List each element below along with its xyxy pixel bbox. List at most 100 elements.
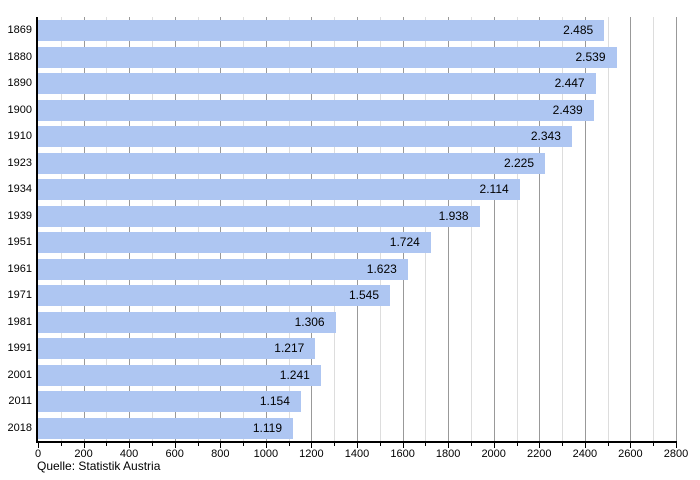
x-tick-mark bbox=[334, 443, 336, 446]
x-tick-mark bbox=[630, 443, 632, 448]
minor-gridline bbox=[288, 17, 290, 441]
minor-gridline bbox=[470, 17, 472, 441]
source-caption: Quelle: Statistik Austria bbox=[37, 459, 161, 473]
major-gridline bbox=[402, 17, 404, 441]
x-tick-label: 2000 bbox=[481, 448, 506, 460]
category-label: 1923 bbox=[7, 156, 32, 169]
major-gridline bbox=[220, 17, 222, 441]
x-tick-label: 1000 bbox=[253, 448, 279, 460]
x-tick-label: 2600 bbox=[618, 448, 643, 460]
bar: 1.623 bbox=[38, 258, 408, 280]
bar-value-label: 1.306 bbox=[294, 314, 325, 329]
bar: 2.539 bbox=[38, 46, 617, 68]
category-label: 1961 bbox=[7, 262, 32, 275]
category-label: 1880 bbox=[7, 50, 32, 63]
major-gridline bbox=[493, 17, 495, 441]
x-tick-label: 200 bbox=[74, 448, 93, 460]
x-tick-mark bbox=[584, 443, 586, 448]
bar-value-label: 1.119 bbox=[252, 420, 282, 435]
bar-value-label: 1.154 bbox=[259, 394, 290, 409]
bar-value-label: 1.241 bbox=[279, 367, 310, 382]
x-tick-mark bbox=[653, 443, 655, 446]
bar-value-label: 1.938 bbox=[438, 208, 469, 223]
bar-value-label: 2.447 bbox=[554, 76, 585, 91]
bar: 1.724 bbox=[38, 232, 431, 254]
x-tick-mark bbox=[539, 443, 541, 448]
x-tick-mark bbox=[448, 443, 450, 448]
x-tick-mark bbox=[402, 443, 404, 448]
bar-value-label: 1.217 bbox=[274, 341, 305, 356]
x-tick-mark bbox=[220, 443, 222, 448]
category-label: 1971 bbox=[7, 289, 32, 302]
x-tick-mark bbox=[357, 443, 358, 448]
minor-gridline bbox=[106, 17, 108, 441]
x-tick-mark bbox=[60, 443, 62, 446]
bar-value-label: 1.545 bbox=[348, 288, 379, 303]
x-tick-label: 2800 bbox=[663, 448, 689, 460]
minor-gridline bbox=[334, 17, 336, 441]
category-label: 1900 bbox=[7, 103, 32, 116]
major-gridline bbox=[83, 17, 85, 441]
bar: 2.225 bbox=[38, 152, 545, 174]
x-tick-label: 1200 bbox=[299, 448, 324, 460]
x-tick-label: 1400 bbox=[344, 448, 370, 460]
major-gridline bbox=[357, 17, 358, 441]
category-label: 1981 bbox=[7, 315, 32, 328]
category-label: 1869 bbox=[7, 24, 32, 37]
minor-gridline bbox=[243, 17, 245, 441]
x-tick-mark bbox=[129, 443, 131, 448]
x-tick-mark bbox=[379, 443, 381, 446]
major-gridline bbox=[174, 17, 176, 441]
minor-gridline bbox=[653, 17, 655, 441]
major-gridline bbox=[539, 17, 541, 441]
x-tick-mark bbox=[607, 443, 609, 446]
bar-value-label: 2.343 bbox=[530, 129, 561, 144]
category-label: 1934 bbox=[7, 183, 32, 196]
major-gridline bbox=[448, 17, 450, 441]
bar-value-label: 2.439 bbox=[552, 102, 583, 117]
bar: 1.938 bbox=[38, 205, 480, 227]
x-tick-mark bbox=[562, 443, 564, 446]
category-label: 1991 bbox=[7, 342, 32, 355]
x-tick-label: 1800 bbox=[435, 448, 461, 460]
x-tick-mark bbox=[470, 443, 472, 446]
category-label: 1951 bbox=[7, 236, 32, 249]
bar: 2.447 bbox=[38, 73, 596, 95]
x-tick-mark bbox=[311, 443, 313, 448]
x-tick-label: 800 bbox=[211, 448, 230, 460]
bar: 2.439 bbox=[38, 99, 594, 121]
bar-value-label: 2.539 bbox=[575, 49, 606, 64]
minor-gridline bbox=[197, 17, 199, 441]
minor-gridline bbox=[607, 17, 609, 441]
x-tick-mark bbox=[174, 443, 176, 448]
y-axis-line bbox=[36, 17, 38, 443]
minor-gridline bbox=[60, 17, 62, 441]
bar-value-label: 1.724 bbox=[389, 235, 420, 250]
bar-value-label: 2.114 bbox=[479, 182, 509, 197]
bar: 1.241 bbox=[38, 364, 321, 386]
minor-gridline bbox=[151, 17, 153, 441]
x-tick-label: 0 bbox=[34, 448, 42, 460]
x-tick-mark bbox=[197, 443, 199, 446]
x-tick-mark bbox=[425, 443, 427, 446]
bar: 1.154 bbox=[38, 391, 301, 413]
x-tick-mark bbox=[151, 443, 153, 446]
bar-value-label: 2.225 bbox=[503, 155, 534, 170]
x-tick-mark bbox=[106, 443, 108, 446]
minor-gridline bbox=[516, 17, 518, 441]
x-tick-mark bbox=[265, 443, 267, 448]
x-tick-mark bbox=[288, 443, 290, 446]
category-label: 1939 bbox=[7, 209, 32, 222]
bar: 2.485 bbox=[38, 20, 605, 42]
bar-value-label: 2.485 bbox=[563, 23, 594, 38]
bar: 1.545 bbox=[38, 285, 390, 307]
x-tick-label: 1600 bbox=[390, 448, 415, 460]
x-tick-mark bbox=[83, 443, 85, 448]
bar: 1.217 bbox=[38, 338, 316, 360]
x-tick-label: 600 bbox=[165, 448, 184, 460]
category-label: 2018 bbox=[7, 421, 32, 434]
bar: 2.114 bbox=[38, 179, 520, 201]
minor-gridline bbox=[425, 17, 427, 441]
